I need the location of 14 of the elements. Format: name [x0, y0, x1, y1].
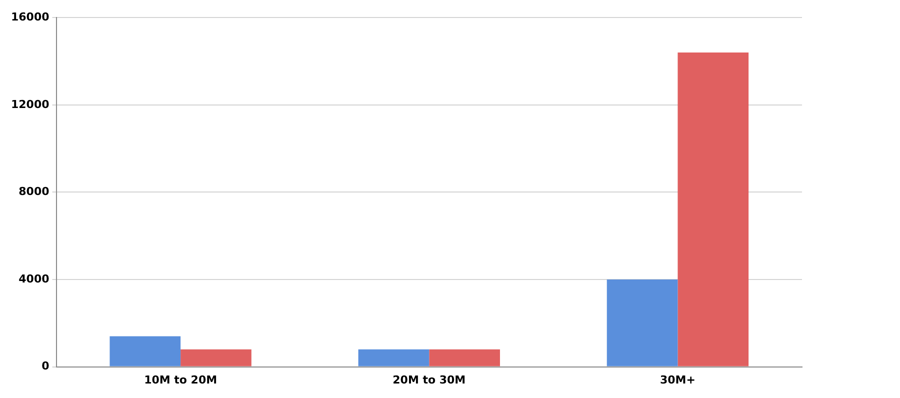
bar [110, 336, 181, 366]
x-tick-label: 30M+ [660, 373, 696, 386]
y-tick-label: 0 [42, 360, 50, 373]
y-tick-label: 16000 [10, 10, 50, 24]
x-tick-label: 20M to 30M [392, 373, 466, 386]
x-tick-label: 10M to 20M [144, 373, 218, 386]
bar [606, 280, 678, 366]
bar [358, 349, 430, 366]
bar [429, 349, 500, 366]
bar [678, 52, 749, 366]
y-tick-label: 8000 [18, 185, 50, 198]
y-tick-label: 4000 [18, 272, 50, 286]
bar [180, 349, 252, 366]
y-tick-label: 12000 [10, 98, 50, 111]
